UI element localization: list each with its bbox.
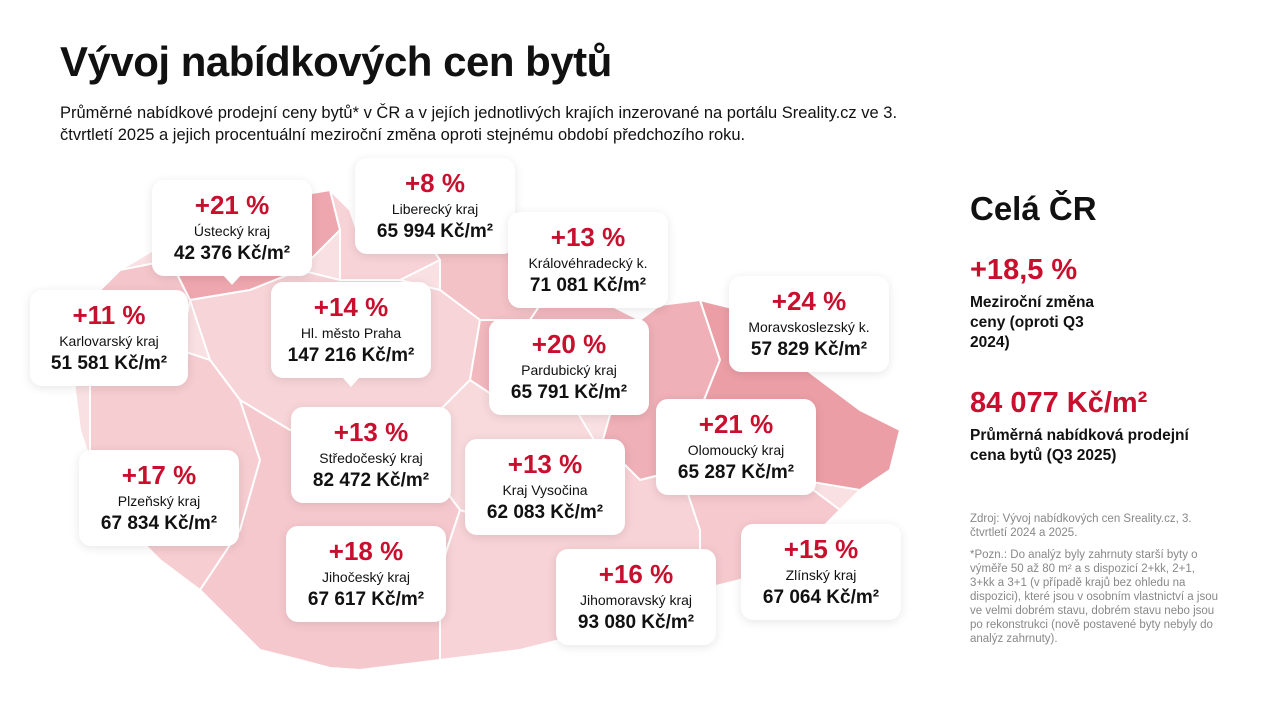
summary-price: 84 077 Kč/m² (970, 387, 1148, 419)
price-value: 62 083 Kč/m² (486, 502, 604, 523)
price-value: 65 791 Kč/m² (510, 382, 628, 403)
change-value: +13 % (333, 417, 409, 447)
price-value: 65 994 Kč/m² (376, 221, 494, 242)
change-value: +15 % (783, 534, 859, 564)
change-value: +13 % (550, 222, 626, 252)
card-jihocesky: +18 % Jihočeský kraj 67 617 Kč/m² (286, 526, 446, 622)
price-value: 93 080 Kč/m² (577, 612, 695, 633)
card-praha: +14 % Hl. město Praha 147 216 Kč/m² (271, 282, 431, 387)
page-subtitle: Průměrné nabídkové prodejní ceny bytů* v… (60, 104, 898, 144)
region-name: Jihomoravský kraj (579, 592, 693, 608)
summary-panel: Celá ČR +18,5 % Meziroční změna ceny (op… (970, 190, 1250, 466)
card-liberecky: +8 % Liberecký kraj 65 994 Kč/m² (355, 158, 515, 254)
region-name: Karlovarský kraj (59, 333, 159, 349)
price-value: 51 581 Kč/m² (50, 353, 168, 374)
card-kralovehradecky: +13 % Královéhradecký k. 71 081 Kč/m² (508, 212, 668, 308)
region-name: Ústecký kraj (193, 223, 271, 239)
page-title: Vývoj nabídkových cen bytů (60, 38, 612, 85)
change-value: +11 % (72, 300, 146, 330)
change-value: +14 % (313, 292, 389, 322)
summary-change-label: Meziroční změna ceny (oproti Q3 2024) (970, 294, 1095, 351)
card-ustecky: +21 % Ústecký kraj 42 376 Kč/m² (152, 180, 312, 285)
card-karlovarsky: +11 % Karlovarský kraj 51 581 Kč/m² (30, 290, 188, 386)
change-value: +21 % (698, 409, 774, 439)
price-value: 67 617 Kč/m² (307, 589, 425, 610)
summary-heading: Celá ČR (970, 190, 1097, 227)
card-zlinsky: +15 % Zlínský kraj 67 064 Kč/m² (741, 524, 901, 620)
price-value: 82 472 Kč/m² (312, 470, 430, 491)
price-value: 67 064 Kč/m² (762, 587, 880, 608)
change-value: +18 % (328, 536, 404, 566)
card-stredocesky: +13 % Středočeský kraj 82 472 Kč/m² (291, 407, 451, 503)
region-name: Kraj Vysočina (502, 482, 588, 498)
change-value: +13 % (507, 449, 583, 479)
region-name: Moravskoslezský k. (748, 319, 870, 335)
change-value: +24 % (771, 286, 847, 316)
price-value: 42 376 Kč/m² (173, 243, 291, 264)
price-value: 57 829 Kč/m² (750, 339, 868, 360)
card-vysocina: +13 % Kraj Vysočina 62 083 Kč/m² (465, 439, 625, 535)
card-olomoucky: +21 % Olomoucký kraj 65 287 Kč/m² (656, 399, 816, 495)
region-name: Liberecký kraj (391, 201, 479, 217)
card-plzensky: +17 % Plzeňský kraj 67 834 Kč/m² (79, 450, 239, 546)
summary-change: +18,5 % (970, 254, 1078, 286)
change-value: +16 % (598, 559, 674, 589)
card-moravskoslezsky: +24 % Moravskoslezský k. 57 829 Kč/m² (729, 276, 889, 372)
change-value: +20 % (531, 329, 607, 359)
change-value: +8 % (405, 168, 465, 198)
region-name: Zlínský kraj (785, 567, 857, 583)
card-jihomoravsky: +16 % Jihomoravský kraj 93 080 Kč/m² (556, 549, 716, 645)
source-note: Zdroj: Vývoj nabídkových cen Sreality.cz… (970, 513, 1192, 539)
card-pardubicky: +20 % Pardubický kraj 65 791 Kč/m² (489, 319, 649, 415)
region-name: Královéhradecký k. (528, 255, 648, 271)
region-name: Plzeňský kraj (117, 493, 201, 509)
region-name: Středočeský kraj (319, 450, 423, 466)
region-name: Olomoucký kraj (687, 442, 785, 458)
price-value: 65 287 Kč/m² (677, 462, 795, 483)
region-name: Pardubický kraj (521, 362, 617, 378)
region-name: Jihočeský kraj (322, 569, 410, 585)
price-value: 67 834 Kč/m² (100, 513, 218, 534)
change-value: +21 % (194, 190, 270, 220)
price-value: 147 216 Kč/m² (287, 345, 415, 366)
change-value: +17 % (121, 460, 197, 490)
summary-price-label: Průměrná nabídková prodejní cena bytů (Q… (970, 427, 1189, 464)
region-name: Hl. město Praha (300, 325, 402, 341)
price-value: 71 081 Kč/m² (529, 275, 647, 296)
footnote: *Pozn.: Do analýz byly zahrnuty starší b… (970, 549, 1218, 645)
